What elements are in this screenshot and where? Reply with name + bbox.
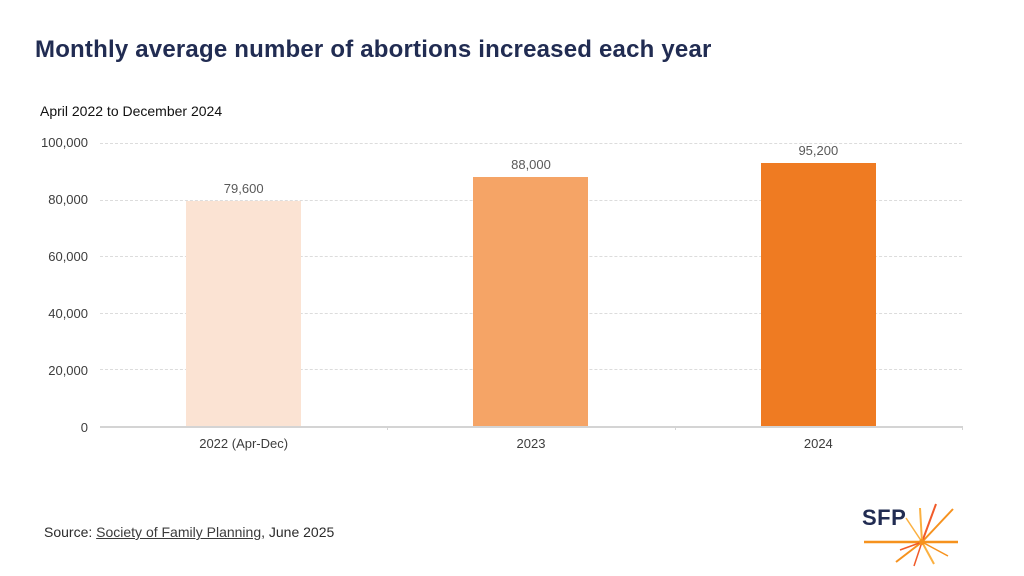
bar-value-label: 95,200: [798, 143, 839, 158]
gridline: [100, 143, 962, 144]
y-tick-label: 80,000: [48, 192, 88, 207]
x-axis-labels: 2022 (Apr-Dec) 2023 2024: [100, 436, 962, 451]
bar-value-label: 88,000: [511, 156, 551, 172]
bars-row: 79,600 88,000 95,200: [100, 143, 962, 426]
y-tick-label: 0: [80, 420, 88, 435]
chart-subtitle: April 2022 to December 2024: [40, 103, 223, 119]
source-line: Source: Society of Family Planning, June…: [44, 524, 334, 540]
source-prefix: Source:: [44, 524, 97, 540]
y-tick-label: 20,000: [48, 363, 88, 378]
y-tick-label: 40,000: [48, 306, 88, 321]
bar-slot: 95,200: [675, 143, 962, 426]
bar: [186, 200, 302, 426]
x-tick-label: 2023: [516, 436, 546, 451]
bar-value-label: 79,600: [223, 180, 264, 196]
bar-chart: 79,600 88,000 95,200 100,000 80,000 60,000 40…: [0, 135, 1024, 451]
source-link[interactable]: Society of Family Planning: [96, 524, 262, 540]
axis-tick: [674, 426, 676, 430]
y-tick-label: 100,000: [41, 135, 88, 150]
y-tick-label: 60,000: [48, 249, 88, 264]
bar-slot: 88,000: [387, 143, 674, 426]
bar: [473, 176, 589, 426]
source-suffix: , June 2025: [261, 524, 335, 540]
sfp-logo: SFP: [856, 496, 968, 572]
bar: [760, 163, 876, 426]
sfp-logo-text: SFP: [862, 505, 907, 530]
sfp-starburst-icon: [864, 503, 958, 567]
x-tick-label: 2024: [803, 436, 833, 451]
plot-area: 79,600 88,000 95,200: [100, 143, 963, 430]
page-title: Monthly average number of abortions incr…: [35, 36, 712, 63]
axis-tick: [387, 426, 389, 430]
x-tick-label: 2022 (Apr-Dec): [199, 436, 289, 451]
axis-tick: [962, 426, 963, 430]
bar-slot: 79,600: [100, 143, 387, 426]
